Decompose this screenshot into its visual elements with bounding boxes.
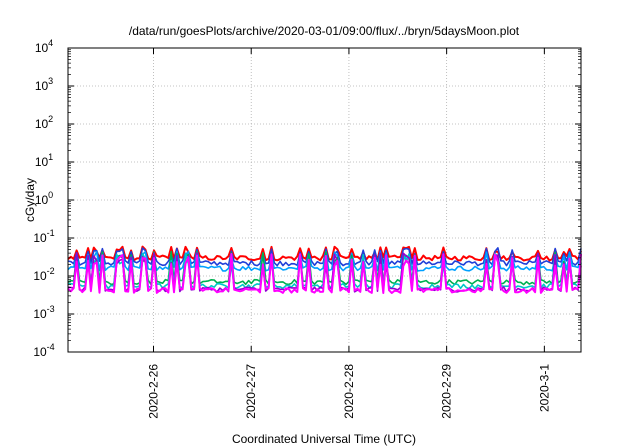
y-tick-label: 100 bbox=[35, 190, 53, 207]
y-axis-label: cGy/day bbox=[23, 178, 37, 222]
chart-title: /data/run/goesPlots/archive/2020-03-01/0… bbox=[129, 24, 520, 38]
y-tick-label: 104 bbox=[35, 38, 53, 55]
x-tick-label: 2020-2-28 bbox=[342, 364, 356, 419]
series-group bbox=[67, 245, 582, 294]
x-axis: 2020-2-26 2020-2-27 2020-2-28 2020-2-29 2020… bbox=[147, 48, 551, 419]
x-axis-label: Coordinated Universal Time (UTC) bbox=[232, 432, 416, 446]
y-tick-label: 10-3 bbox=[33, 304, 54, 321]
plot-frame bbox=[67, 47, 582, 353]
x-tick-label: 2020-2-26 bbox=[147, 364, 161, 419]
y-tick-label: 10-1 bbox=[33, 228, 54, 245]
y-tick-label: 102 bbox=[35, 114, 53, 131]
series-line-7 bbox=[67, 253, 582, 294]
y-axis: 10-4 10-3 10-2 10-1 100 101 102 103 104 bbox=[33, 38, 581, 359]
x-tick-label: 2020-3-1 bbox=[537, 364, 551, 412]
grid-lines bbox=[68, 48, 581, 352]
x-tick-label: 2020-2-29 bbox=[440, 364, 454, 419]
y-tick-label: 103 bbox=[35, 76, 53, 93]
y-tick-label: 101 bbox=[35, 152, 53, 169]
y-tick-label: 10-2 bbox=[33, 266, 54, 283]
y-tick-label: 10-4 bbox=[33, 342, 54, 359]
x-tick-label: 2020-2-27 bbox=[244, 364, 258, 419]
